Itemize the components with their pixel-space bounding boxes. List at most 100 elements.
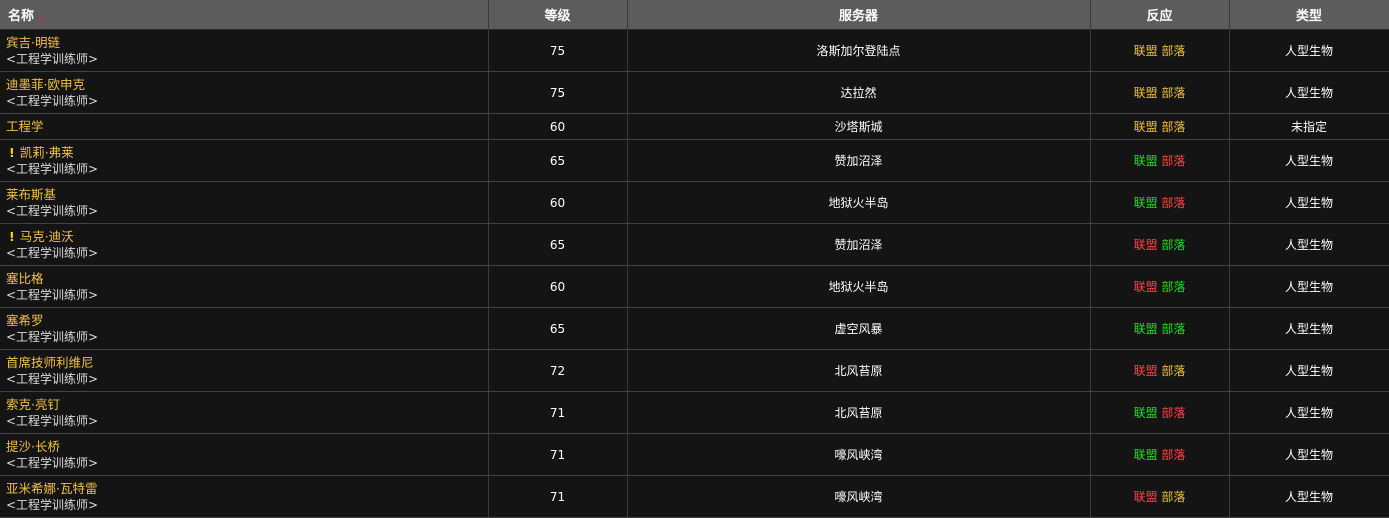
horde-reaction: 部落	[1161, 448, 1186, 462]
type-cell: 人型生物	[1229, 391, 1389, 434]
alliance-reaction: 联盟	[1133, 238, 1158, 252]
table-row: 首席技师利维尼 <工程学训练师> 72 北风苔原 联盟 部落 人型生物	[0, 349, 1389, 392]
alliance-reaction: 联盟	[1133, 322, 1158, 336]
type-cell: 未指定	[1229, 113, 1389, 140]
level-cell: 65	[488, 139, 628, 182]
reaction-cell: 联盟 部落	[1090, 29, 1230, 72]
type-cell: 人型生物	[1229, 475, 1389, 518]
table-row: ! 马克·迪沃 <工程学训练师> 65 赞加沼泽 联盟 部落 人型生物	[0, 223, 1389, 266]
level-cell: 75	[488, 71, 628, 114]
quest-icon: !	[9, 229, 15, 244]
npc-name-link[interactable]: 马克·迪沃	[19, 229, 74, 244]
type-cell: 人型生物	[1229, 223, 1389, 266]
table-row: 索克·亮钉 <工程学训练师> 71 北风苔原 联盟 部落 人型生物	[0, 391, 1389, 434]
column-header-level[interactable]: 等级	[488, 0, 628, 30]
horde-reaction: 部落	[1161, 120, 1186, 134]
column-header-server[interactable]: 服务器	[627, 0, 1091, 30]
column-label: 名称	[8, 9, 35, 24]
alliance-reaction: 联盟	[1133, 196, 1158, 210]
npc-name-link[interactable]: 莱布斯基	[6, 187, 57, 202]
npc-name-link[interactable]: 首席技师利维尼	[6, 355, 94, 370]
horde-reaction: 部落	[1161, 364, 1186, 378]
server-cell: 嚎风峡湾	[627, 433, 1091, 476]
npc-name-link[interactable]: 宾吉·明链	[6, 35, 60, 50]
name-cell: ! 凯莉·弗莱 <工程学训练师>	[0, 139, 489, 182]
npc-subtitle: <工程学训练师>	[6, 498, 99, 512]
name-cell: 工程学	[0, 113, 489, 140]
table-row: ! 凯莉·弗莱 <工程学训练师> 65 赞加沼泽 联盟 部落 人型生物	[0, 139, 1389, 182]
npc-name-link[interactable]: 工程学	[6, 119, 44, 134]
level-cell: 71	[488, 475, 628, 518]
npc-name-link[interactable]: 迪墨菲·欧申克	[6, 77, 85, 92]
horde-reaction: 部落	[1161, 44, 1186, 58]
table-row: 塞比格 <工程学训练师> 60 地狱火半岛 联盟 部落 人型生物	[0, 265, 1389, 308]
type-cell: 人型生物	[1229, 307, 1389, 350]
npc-subtitle: <工程学训练师>	[6, 414, 99, 428]
name-cell: 宾吉·明链 <工程学训练师>	[0, 29, 489, 72]
horde-reaction: 部落	[1161, 238, 1186, 252]
npc-subtitle: <工程学训练师>	[6, 288, 99, 302]
reaction-cell: 联盟 部落	[1090, 433, 1230, 476]
horde-reaction: 部落	[1161, 490, 1186, 504]
reaction-cell: 联盟 部落	[1090, 349, 1230, 392]
server-cell: 地狱火半岛	[627, 181, 1091, 224]
table-row: 亚米希娜·瓦特雷 <工程学训练师> 71 嚎风峡湾 联盟 部落 人型生物	[0, 475, 1389, 518]
alliance-reaction: 联盟	[1133, 154, 1158, 168]
npc-subtitle: <工程学训练师>	[6, 52, 99, 66]
name-cell: 提沙·长桥 <工程学训练师>	[0, 433, 489, 476]
reaction-cell: 联盟 部落	[1090, 265, 1230, 308]
table-row: 塞希罗 <工程学训练师> 65 虚空风暴 联盟 部落 人型生物	[0, 307, 1389, 350]
server-cell: 嚎风峡湾	[627, 475, 1091, 518]
alliance-reaction: 联盟	[1133, 86, 1158, 100]
sort-ascending-icon: △	[38, 12, 46, 23]
npc-subtitle: <工程学训练师>	[6, 162, 99, 176]
name-cell: ! 马克·迪沃 <工程学训练师>	[0, 223, 489, 266]
server-cell: 北风苔原	[627, 349, 1091, 392]
column-header-reaction[interactable]: 反应	[1090, 0, 1230, 30]
column-header-name[interactable]: 名称 △	[0, 0, 489, 30]
type-cell: 人型生物	[1229, 433, 1389, 476]
reaction-cell: 联盟 部落	[1090, 307, 1230, 350]
npc-name-link[interactable]: 提沙·长桥	[6, 439, 60, 454]
npc-subtitle: <工程学训练师>	[6, 456, 99, 470]
level-cell: 60	[488, 113, 628, 140]
horde-reaction: 部落	[1161, 280, 1186, 294]
alliance-reaction: 联盟	[1133, 406, 1158, 420]
npc-name-link[interactable]: 塞希罗	[6, 313, 44, 328]
name-cell: 亚米希娜·瓦特雷 <工程学训练师>	[0, 475, 489, 518]
level-cell: 71	[488, 391, 628, 434]
horde-reaction: 部落	[1161, 322, 1186, 336]
name-cell: 索克·亮钉 <工程学训练师>	[0, 391, 489, 434]
table-row: 迪墨菲·欧申克 <工程学训练师> 75 达拉然 联盟 部落 人型生物	[0, 71, 1389, 114]
npc-name-link[interactable]: 塞比格	[6, 271, 44, 286]
column-header-type[interactable]: 类型	[1229, 0, 1389, 30]
reaction-cell: 联盟 部落	[1090, 475, 1230, 518]
table-row: 提沙·长桥 <工程学训练师> 71 嚎风峡湾 联盟 部落 人型生物	[0, 433, 1389, 476]
level-cell: 60	[488, 265, 628, 308]
table-row: 工程学 60 沙塔斯城 联盟 部落 未指定	[0, 113, 1389, 140]
reaction-cell: 联盟 部落	[1090, 139, 1230, 182]
npc-subtitle: <工程学训练师>	[6, 204, 99, 218]
name-cell: 迪墨菲·欧申克 <工程学训练师>	[0, 71, 489, 114]
name-cell: 莱布斯基 <工程学训练师>	[0, 181, 489, 224]
horde-reaction: 部落	[1161, 154, 1186, 168]
level-cell: 65	[488, 307, 628, 350]
level-cell: 60	[488, 181, 628, 224]
npc-name-link[interactable]: 亚米希娜·瓦特雷	[6, 481, 98, 496]
server-cell: 北风苔原	[627, 391, 1091, 434]
npc-subtitle: <工程学训练师>	[6, 246, 99, 260]
table-row: 莱布斯基 <工程学训练师> 60 地狱火半岛 联盟 部落 人型生物	[0, 181, 1389, 224]
alliance-reaction: 联盟	[1133, 280, 1158, 294]
level-cell: 75	[488, 29, 628, 72]
type-cell: 人型生物	[1229, 265, 1389, 308]
type-cell: 人型生物	[1229, 181, 1389, 224]
alliance-reaction: 联盟	[1133, 448, 1158, 462]
server-cell: 洛斯加尔登陆点	[627, 29, 1091, 72]
npc-name-link[interactable]: 索克·亮钉	[6, 397, 60, 412]
npc-name-link[interactable]: 凯莉·弗莱	[19, 145, 74, 160]
npc-subtitle: <工程学训练师>	[6, 330, 99, 344]
level-cell: 71	[488, 433, 628, 476]
alliance-reaction: 联盟	[1133, 490, 1158, 504]
server-cell: 沙塔斯城	[627, 113, 1091, 140]
